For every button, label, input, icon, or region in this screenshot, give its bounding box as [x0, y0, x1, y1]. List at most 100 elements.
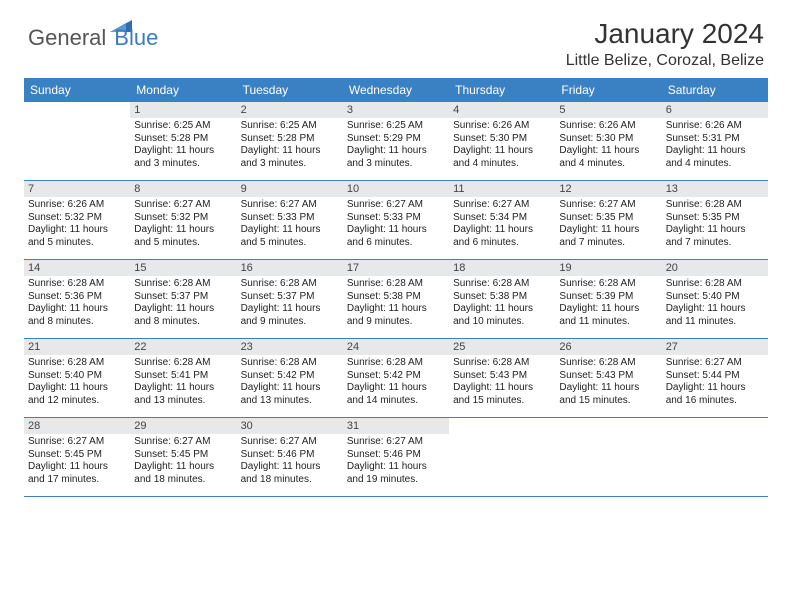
day-d1: Daylight: 11 hours	[134, 145, 232, 158]
day-d1: Daylight: 11 hours	[134, 461, 232, 474]
day-ss: Sunset: 5:44 PM	[666, 370, 764, 383]
day-cell	[555, 418, 661, 496]
day-d2: and 5 minutes.	[28, 237, 126, 250]
day-d1: Daylight: 11 hours	[666, 303, 764, 316]
day-ss: Sunset: 5:43 PM	[559, 370, 657, 383]
day-ss: Sunset: 5:43 PM	[453, 370, 551, 383]
day-cell: 21Sunrise: 6:28 AMSunset: 5:40 PMDayligh…	[24, 339, 130, 417]
day-ss: Sunset: 5:30 PM	[453, 133, 551, 146]
day-ss: Sunset: 5:29 PM	[347, 133, 445, 146]
logo-word2: Blue	[114, 25, 158, 51]
day-ss: Sunset: 5:35 PM	[666, 212, 764, 225]
day-number: 11	[449, 181, 555, 197]
day-cell: 8Sunrise: 6:27 AMSunset: 5:32 PMDaylight…	[130, 181, 236, 259]
day-ss: Sunset: 5:33 PM	[347, 212, 445, 225]
day-d2: and 7 minutes.	[559, 237, 657, 250]
day-cell: 15Sunrise: 6:28 AMSunset: 5:37 PMDayligh…	[130, 260, 236, 338]
day-number: 22	[130, 339, 236, 355]
day-ss: Sunset: 5:32 PM	[28, 212, 126, 225]
day-d2: and 9 minutes.	[347, 316, 445, 329]
day-d1: Daylight: 11 hours	[347, 224, 445, 237]
day-number: 16	[237, 260, 343, 276]
day-sr: Sunrise: 6:28 AM	[453, 357, 551, 370]
day-cell: 17Sunrise: 6:28 AMSunset: 5:38 PMDayligh…	[343, 260, 449, 338]
day-d1: Daylight: 11 hours	[347, 145, 445, 158]
day-sr: Sunrise: 6:28 AM	[241, 357, 339, 370]
day-ss: Sunset: 5:38 PM	[347, 291, 445, 304]
day-number: 23	[237, 339, 343, 355]
day-ss: Sunset: 5:30 PM	[559, 133, 657, 146]
day-sr: Sunrise: 6:27 AM	[453, 199, 551, 212]
day-d2: and 15 minutes.	[453, 395, 551, 408]
day-number: 9	[237, 181, 343, 197]
day-d2: and 11 minutes.	[559, 316, 657, 329]
day-d2: and 9 minutes.	[241, 316, 339, 329]
day-d2: and 16 minutes.	[666, 395, 764, 408]
day-number	[24, 102, 130, 118]
day-d1: Daylight: 11 hours	[241, 382, 339, 395]
day-d1: Daylight: 11 hours	[28, 382, 126, 395]
dayhead-sat: Saturday	[662, 78, 768, 102]
day-d1: Daylight: 11 hours	[134, 303, 232, 316]
day-d2: and 6 minutes.	[453, 237, 551, 250]
day-d2: and 4 minutes.	[666, 158, 764, 171]
day-d1: Daylight: 11 hours	[559, 224, 657, 237]
day-number: 14	[24, 260, 130, 276]
day-d2: and 5 minutes.	[241, 237, 339, 250]
day-cell: 29Sunrise: 6:27 AMSunset: 5:45 PMDayligh…	[130, 418, 236, 496]
day-sr: Sunrise: 6:28 AM	[134, 278, 232, 291]
day-sr: Sunrise: 6:28 AM	[28, 278, 126, 291]
day-cell: 26Sunrise: 6:28 AMSunset: 5:43 PMDayligh…	[555, 339, 661, 417]
day-ss: Sunset: 5:46 PM	[347, 449, 445, 462]
day-cell: 14Sunrise: 6:28 AMSunset: 5:36 PMDayligh…	[24, 260, 130, 338]
day-sr: Sunrise: 6:26 AM	[559, 120, 657, 133]
day-d2: and 18 minutes.	[134, 474, 232, 487]
day-sr: Sunrise: 6:26 AM	[28, 199, 126, 212]
dayhead-wed: Wednesday	[343, 78, 449, 102]
day-number: 2	[237, 102, 343, 118]
day-d2: and 7 minutes.	[666, 237, 764, 250]
day-sr: Sunrise: 6:25 AM	[241, 120, 339, 133]
day-number: 24	[343, 339, 449, 355]
day-sr: Sunrise: 6:27 AM	[28, 436, 126, 449]
day-sr: Sunrise: 6:28 AM	[134, 357, 232, 370]
day-ss: Sunset: 5:33 PM	[241, 212, 339, 225]
dayhead-tue: Tuesday	[237, 78, 343, 102]
day-d1: Daylight: 11 hours	[28, 303, 126, 316]
day-cell	[24, 102, 130, 180]
day-number: 31	[343, 418, 449, 434]
day-sr: Sunrise: 6:26 AM	[666, 120, 764, 133]
day-d2: and 6 minutes.	[347, 237, 445, 250]
week-row: 1Sunrise: 6:25 AMSunset: 5:28 PMDaylight…	[24, 102, 768, 181]
day-ss: Sunset: 5:42 PM	[241, 370, 339, 383]
day-sr: Sunrise: 6:27 AM	[666, 357, 764, 370]
day-cell: 12Sunrise: 6:27 AMSunset: 5:35 PMDayligh…	[555, 181, 661, 259]
day-cell	[449, 418, 555, 496]
day-cell: 31Sunrise: 6:27 AMSunset: 5:46 PMDayligh…	[343, 418, 449, 496]
day-cell: 18Sunrise: 6:28 AMSunset: 5:38 PMDayligh…	[449, 260, 555, 338]
day-ss: Sunset: 5:41 PM	[134, 370, 232, 383]
day-sr: Sunrise: 6:28 AM	[559, 278, 657, 291]
day-sr: Sunrise: 6:28 AM	[347, 357, 445, 370]
day-ss: Sunset: 5:28 PM	[134, 133, 232, 146]
day-cell	[662, 418, 768, 496]
dayhead-sun: Sunday	[24, 78, 130, 102]
day-sr: Sunrise: 6:27 AM	[134, 199, 232, 212]
day-number: 12	[555, 181, 661, 197]
day-d1: Daylight: 11 hours	[559, 303, 657, 316]
day-ss: Sunset: 5:40 PM	[666, 291, 764, 304]
week-row: 21Sunrise: 6:28 AMSunset: 5:40 PMDayligh…	[24, 339, 768, 418]
day-number: 20	[662, 260, 768, 276]
month-title: January 2024	[566, 18, 764, 50]
day-sr: Sunrise: 6:28 AM	[28, 357, 126, 370]
day-number: 3	[343, 102, 449, 118]
day-d2: and 8 minutes.	[28, 316, 126, 329]
day-number: 28	[24, 418, 130, 434]
day-d2: and 14 minutes.	[347, 395, 445, 408]
title-block: January 2024 Little Belize, Corozal, Bel…	[566, 18, 764, 70]
day-sr: Sunrise: 6:28 AM	[666, 278, 764, 291]
day-sr: Sunrise: 6:25 AM	[347, 120, 445, 133]
day-d1: Daylight: 11 hours	[134, 224, 232, 237]
day-d2: and 10 minutes.	[453, 316, 551, 329]
day-number: 19	[555, 260, 661, 276]
